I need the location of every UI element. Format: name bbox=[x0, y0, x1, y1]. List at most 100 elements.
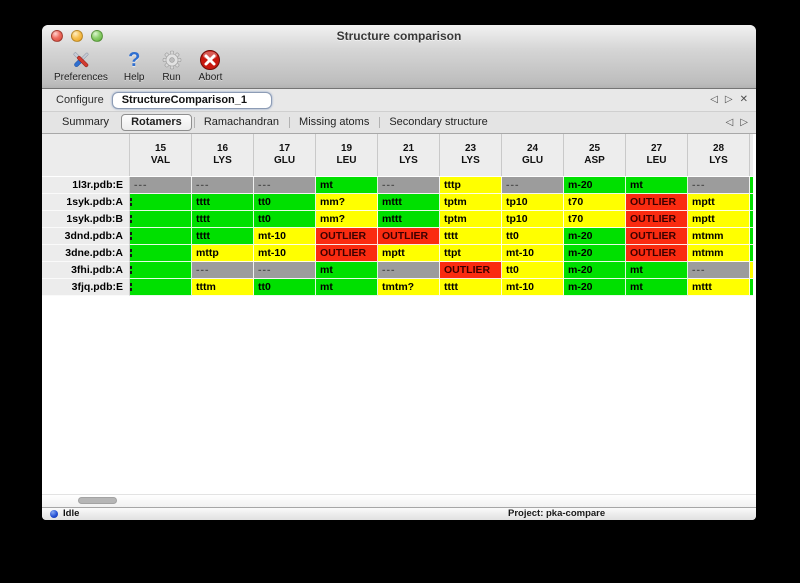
configure-name-field[interactable]: StructureComparison_1 bbox=[111, 91, 272, 109]
table-cell[interactable]: tttt bbox=[440, 228, 502, 245]
table-cell[interactable]: mt-10 bbox=[502, 245, 564, 262]
table-cell[interactable]: mm? bbox=[316, 211, 378, 228]
table-cell[interactable]: --- bbox=[502, 177, 564, 194]
table-cell[interactable]: tp10 bbox=[502, 211, 564, 228]
column-header[interactable]: 23 LYS bbox=[440, 134, 502, 176]
table-cell[interactable] bbox=[130, 262, 192, 279]
table-cell[interactable]: OUTLIER bbox=[378, 228, 440, 245]
table-cell[interactable]: tttt bbox=[192, 228, 254, 245]
zoom-window-button[interactable] bbox=[91, 29, 103, 42]
table-cell[interactable]: mt bbox=[626, 262, 688, 279]
table-cell[interactable]: tttt bbox=[192, 211, 254, 228]
row-label[interactable]: 3dne.pdb:A bbox=[42, 245, 130, 262]
table-cell[interactable]: mttt bbox=[378, 194, 440, 211]
table-cell[interactable]: mt-10 bbox=[502, 279, 564, 296]
table-cell[interactable]: mm? bbox=[316, 194, 378, 211]
table-cell[interactable]: --- bbox=[688, 177, 750, 194]
minimize-window-button[interactable] bbox=[71, 29, 83, 42]
tab-summary[interactable]: Summary bbox=[62, 116, 110, 128]
table-cell[interactable]: m-20 bbox=[564, 262, 626, 279]
table-cell[interactable]: tt0 bbox=[254, 211, 316, 228]
configure-close-icon[interactable]: ✕ bbox=[739, 94, 748, 105]
table-cell[interactable]: tttt bbox=[440, 279, 502, 296]
table-cell[interactable]: tptm bbox=[440, 194, 502, 211]
horizontal-scrollbar[interactable] bbox=[42, 494, 756, 507]
row-label[interactable]: 1l3r.pdb:E bbox=[42, 177, 130, 194]
column-header[interactable]: 25 ASP bbox=[564, 134, 626, 176]
table-cell[interactable]: t70 bbox=[564, 211, 626, 228]
column-header[interactable]: 16 LYS bbox=[192, 134, 254, 176]
table-cell[interactable]: --- bbox=[254, 177, 316, 194]
close-window-button[interactable] bbox=[51, 29, 63, 42]
table-cell[interactable]: mt bbox=[316, 279, 378, 296]
table-cell[interactable]: mt-10 bbox=[254, 245, 316, 262]
table-cell[interactable]: tttp bbox=[440, 177, 502, 194]
table-cell[interactable]: OUTLIER bbox=[316, 245, 378, 262]
table-cell[interactable]: mtmm bbox=[688, 228, 750, 245]
tab-rotamers[interactable]: Rotamers bbox=[121, 114, 192, 131]
tab-prev-icon[interactable]: ◁ bbox=[725, 116, 734, 128]
row-label[interactable]: 3dnd.pdb:A bbox=[42, 228, 130, 245]
run-button[interactable]: Run bbox=[159, 48, 185, 84]
table-cell[interactable] bbox=[130, 228, 192, 245]
table-cell[interactable]: OUTLIER bbox=[440, 262, 502, 279]
table-cell[interactable]: tmtm? bbox=[378, 279, 440, 296]
column-header[interactable]: 17 GLU bbox=[254, 134, 316, 176]
table-cell[interactable]: mt bbox=[316, 177, 378, 194]
table-cell[interactable]: tt0 bbox=[254, 194, 316, 211]
column-header[interactable]: 28 LYS bbox=[688, 134, 750, 176]
table-cell[interactable]: mptt bbox=[688, 211, 750, 228]
table-cell[interactable] bbox=[130, 211, 192, 228]
table-cell[interactable]: tttt bbox=[192, 194, 254, 211]
table-cell[interactable]: m-20 bbox=[564, 177, 626, 194]
table-cell[interactable]: tptm bbox=[440, 211, 502, 228]
table-cell[interactable]: mttp bbox=[192, 245, 254, 262]
table-cell[interactable]: --- bbox=[192, 262, 254, 279]
table-cell[interactable]: mt bbox=[626, 279, 688, 296]
configure-next-icon[interactable]: ▷ bbox=[724, 94, 733, 105]
table-cell[interactable]: OUTLIER bbox=[626, 228, 688, 245]
preferences-button[interactable]: Preferences bbox=[52, 48, 110, 84]
tab-missing-atoms[interactable]: Missing atoms bbox=[289, 114, 379, 131]
table-cell[interactable] bbox=[130, 245, 192, 262]
row-label[interactable]: 1syk.pdb:A bbox=[42, 194, 130, 211]
title-bar[interactable]: Structure comparison bbox=[42, 25, 756, 46]
table-cell[interactable]: m-20 bbox=[564, 245, 626, 262]
table-cell[interactable]: --- bbox=[378, 177, 440, 194]
table-cell[interactable]: mtmm bbox=[688, 245, 750, 262]
table-cell[interactable]: mt bbox=[626, 177, 688, 194]
table-cell[interactable]: OUTLIER bbox=[316, 228, 378, 245]
tab-ramachandran[interactable]: Ramachandran bbox=[193, 114, 289, 131]
table-cell[interactable]: tt0 bbox=[254, 279, 316, 296]
table-cell[interactable]: tp10 bbox=[502, 194, 564, 211]
table-cell[interactable]: ttpt bbox=[440, 245, 502, 262]
row-label[interactable]: 1syk.pdb:B bbox=[42, 211, 130, 228]
table-cell[interactable]: OUTLIER bbox=[626, 194, 688, 211]
tab-next-icon[interactable]: ▷ bbox=[740, 116, 748, 128]
table-cell[interactable]: mt bbox=[316, 262, 378, 279]
table-cell[interactable]: --- bbox=[130, 177, 192, 194]
table-cell[interactable]: mptt bbox=[378, 245, 440, 262]
column-header[interactable]: 15 VAL bbox=[130, 134, 192, 176]
table-cell[interactable]: mttt bbox=[688, 279, 750, 296]
table-cell[interactable]: m-20 bbox=[564, 228, 626, 245]
configure-prev-icon[interactable]: ◁ bbox=[710, 94, 718, 105]
column-header[interactable]: 24 GLU bbox=[502, 134, 564, 176]
tab-secondary-structure[interactable]: Secondary structure bbox=[379, 114, 497, 131]
table-cell[interactable]: mptt bbox=[688, 194, 750, 211]
table-cell[interactable]: tt0 bbox=[502, 262, 564, 279]
column-header[interactable]: 19 LEU bbox=[316, 134, 378, 176]
table-cell[interactable]: --- bbox=[254, 262, 316, 279]
table-cell[interactable]: tttm bbox=[192, 279, 254, 296]
table-cell[interactable]: OUTLIER bbox=[626, 211, 688, 228]
table-cell[interactable] bbox=[130, 279, 192, 296]
row-label[interactable]: 3fjq.pdb:E bbox=[42, 279, 130, 296]
scrollbar-thumb[interactable] bbox=[78, 497, 117, 504]
table-cell[interactable]: t70 bbox=[564, 194, 626, 211]
column-header[interactable]: 21 LYS bbox=[378, 134, 440, 176]
table-cell[interactable] bbox=[130, 194, 192, 211]
column-header[interactable]: 27 LEU bbox=[626, 134, 688, 176]
table-cell[interactable]: mttt bbox=[378, 211, 440, 228]
table-cell[interactable]: --- bbox=[192, 177, 254, 194]
table-cell[interactable]: mt-10 bbox=[254, 228, 316, 245]
